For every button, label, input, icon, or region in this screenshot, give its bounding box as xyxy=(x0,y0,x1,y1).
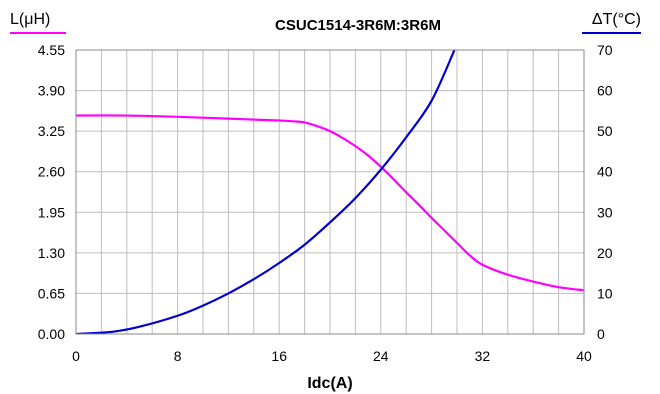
chart-title: CSUC1514-3R6M:3R6M xyxy=(275,17,441,34)
temperature-rise-line xyxy=(76,50,456,334)
y-left-tick-label: 4.55 xyxy=(38,42,65,58)
right-axis-title: ΔT(°C) xyxy=(592,11,641,28)
y-left-tick-label: 0.00 xyxy=(38,326,65,342)
y-right-tick-label: 20 xyxy=(597,245,613,261)
x-tick-label: 0 xyxy=(72,348,80,364)
x-tick-label: 16 xyxy=(271,348,287,364)
plot-frame xyxy=(75,49,585,335)
y-left-tick-label: 3.25 xyxy=(38,123,65,139)
x-tick-label: 32 xyxy=(475,348,491,364)
y-right-tick-label: 0 xyxy=(597,326,605,342)
series-layer xyxy=(76,50,584,334)
y-right-tick-label: 40 xyxy=(597,164,613,180)
y-left-tick-label: 1.95 xyxy=(38,204,65,220)
x-axis-title: Idc(A) xyxy=(307,375,352,392)
grid xyxy=(75,49,585,335)
y-right-tick-label: 30 xyxy=(597,204,613,220)
x-tick-label: 8 xyxy=(174,348,182,364)
left-axis-title: L(μH) xyxy=(10,11,50,28)
y-right-tick-label: 10 xyxy=(597,285,613,301)
tick-labels: 0.00 0.65 1.30 1.95 2.60 3.25 3.90 4.55 0 10 20 30 4… xyxy=(38,42,613,364)
x-tick-label: 24 xyxy=(373,348,389,364)
y-left-tick-label: 1.30 xyxy=(38,245,65,261)
y-right-tick-label: 50 xyxy=(597,123,613,139)
y-right-tick-label: 70 xyxy=(597,42,613,58)
y-left-tick-label: 3.90 xyxy=(38,83,65,99)
y-left-tick-label: 2.60 xyxy=(38,164,65,180)
y-left-tick-label: 0.65 xyxy=(38,285,65,301)
inductance-line xyxy=(76,114,584,292)
y-right-tick-label: 60 xyxy=(597,83,613,99)
x-tick-label: 40 xyxy=(576,348,592,364)
